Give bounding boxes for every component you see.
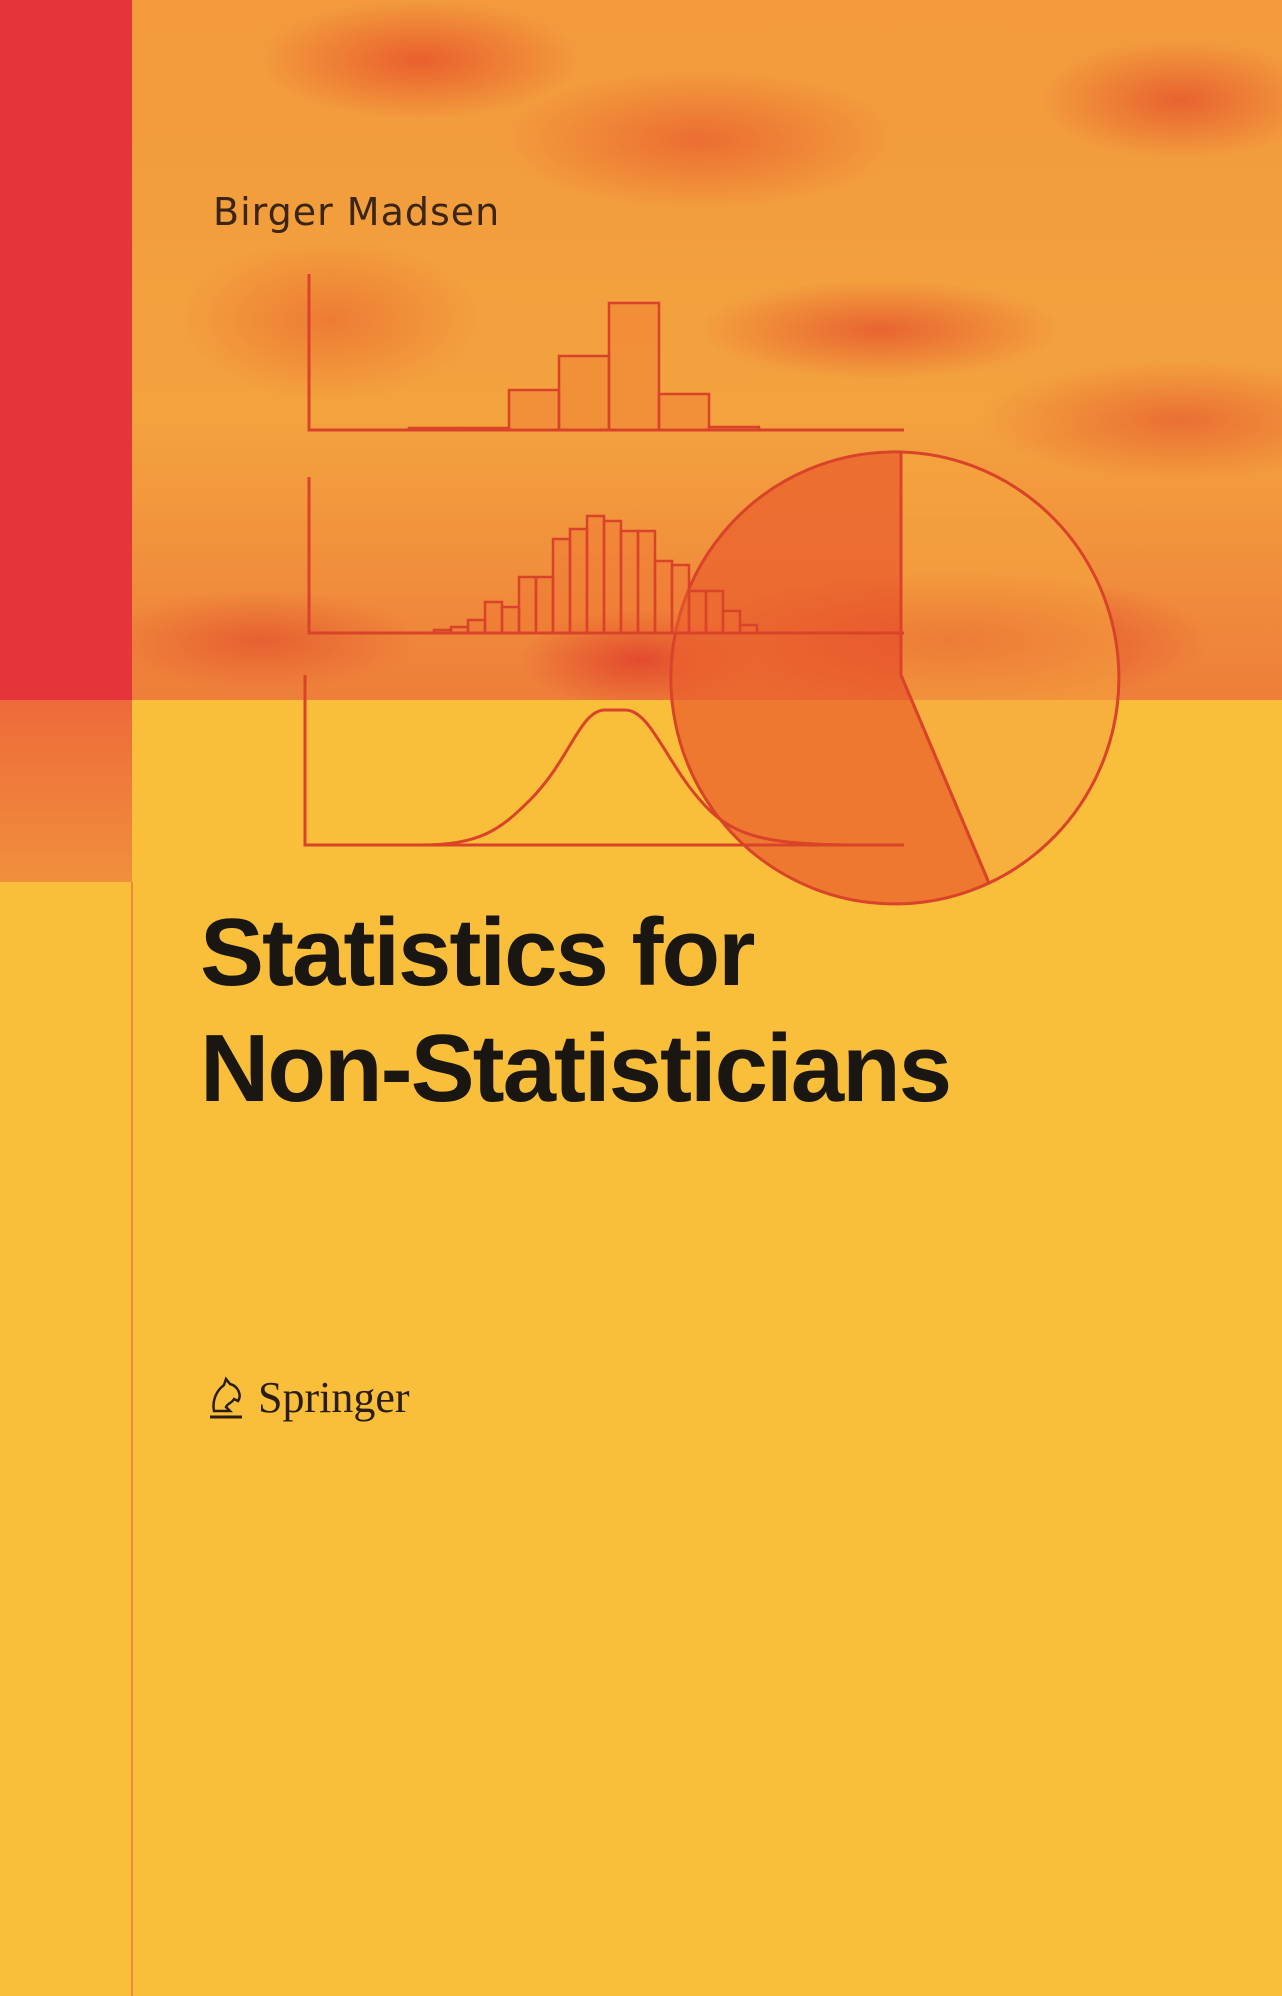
pie-slice-light bbox=[899, 450, 1121, 886]
histogram-bar bbox=[607, 301, 661, 432]
histogram-bar bbox=[721, 609, 742, 635]
histogram-bar bbox=[500, 605, 521, 635]
orange-spine-bar bbox=[0, 700, 132, 882]
title-line-1: Statistics for bbox=[200, 899, 755, 1006]
normal-curve bbox=[419, 708, 861, 847]
histogram-bar bbox=[738, 623, 759, 635]
author-name: Birger Madsen bbox=[213, 190, 501, 234]
histogram-bar bbox=[670, 563, 691, 635]
spine-divider-line bbox=[131, 882, 133, 1996]
histogram-bar bbox=[619, 529, 640, 635]
histogram-bar bbox=[602, 519, 623, 635]
histogram-bar bbox=[557, 354, 611, 432]
publisher-name: Springer bbox=[258, 1373, 410, 1422]
histogram-bar bbox=[517, 575, 538, 635]
histogram-bar bbox=[507, 388, 561, 432]
histogram-bar bbox=[457, 426, 511, 432]
histogram-bar bbox=[657, 392, 711, 432]
title-line-2: Non-Statisticians bbox=[200, 1015, 952, 1122]
histogram-bar bbox=[568, 527, 589, 635]
red-spine-bar bbox=[0, 0, 132, 700]
pie-slice-dark bbox=[669, 450, 991, 906]
histogram-bar bbox=[407, 426, 461, 432]
histogram-bar bbox=[707, 425, 761, 432]
histogram-bar bbox=[687, 589, 708, 635]
histogram-bar bbox=[534, 575, 555, 635]
knight-horse-icon bbox=[210, 1375, 242, 1418]
histogram-2 bbox=[432, 514, 759, 635]
histogram-bar bbox=[636, 529, 657, 635]
histogram-bar bbox=[704, 589, 725, 635]
histogram-bar bbox=[551, 537, 572, 635]
histogram-bar bbox=[432, 628, 453, 635]
histogram-bar bbox=[449, 625, 470, 635]
pie-chart-illustration bbox=[669, 450, 1121, 906]
histogram-bar bbox=[466, 618, 487, 635]
curve-axes bbox=[303, 675, 904, 847]
book-title: Statistics for Non-Statisticians bbox=[200, 895, 952, 1127]
histogram-1 bbox=[407, 301, 761, 432]
histogram-bar bbox=[483, 600, 504, 635]
histogram-bar bbox=[585, 514, 606, 635]
publisher-logo: Springer bbox=[204, 1372, 410, 1423]
histogram-bar bbox=[653, 559, 674, 635]
